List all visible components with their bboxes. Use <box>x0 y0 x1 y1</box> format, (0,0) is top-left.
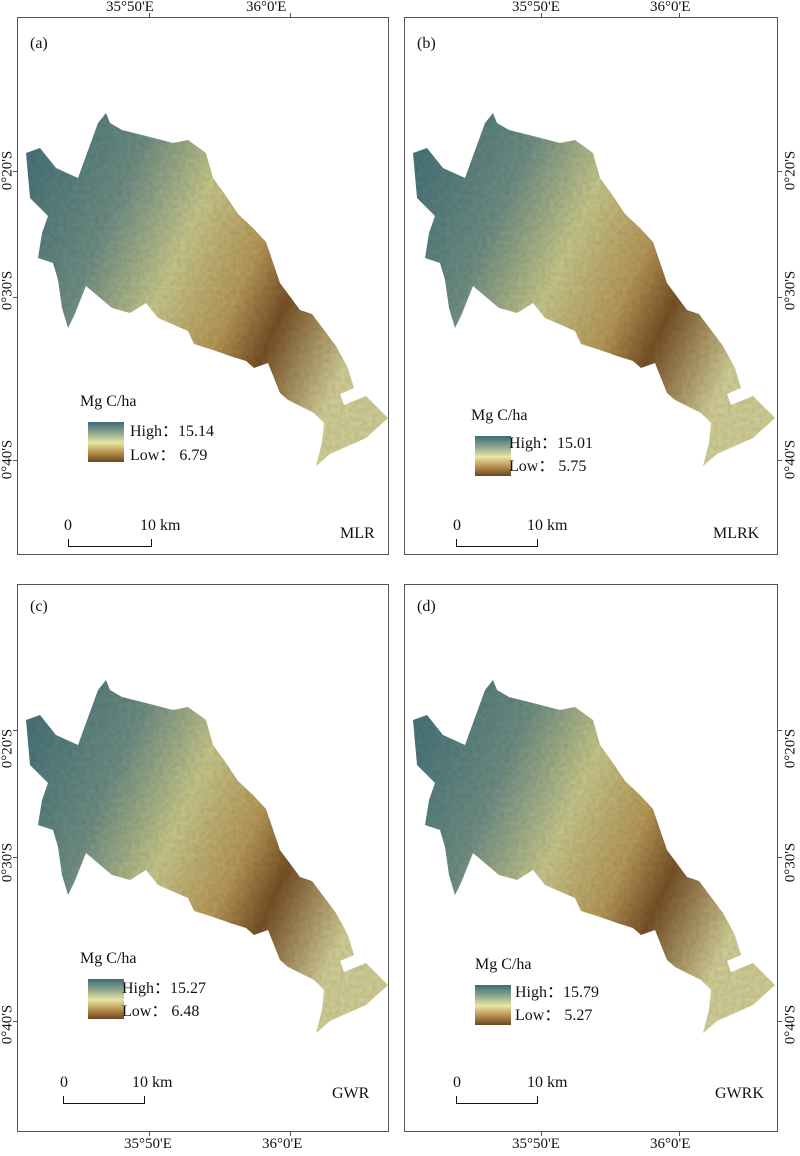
legend-high-label: High：15.14 <box>130 423 215 440</box>
top-lon-label-a-2: 36°0'E <box>246 0 287 15</box>
lat-label-right-d-3: 0°40'S <box>782 1004 799 1045</box>
legend-high-label: High：15.01 <box>509 435 594 452</box>
carbon-map-gwr <box>26 680 388 1033</box>
tick <box>13 1021 18 1022</box>
study-area-shape <box>413 113 775 466</box>
legend-color-ramp <box>88 422 124 462</box>
panel-tag: (d) <box>417 598 436 615</box>
lat-label-left-c-3: 0°40'S <box>0 1004 16 1045</box>
legend-title: Mg C/ha <box>471 407 528 424</box>
tick <box>679 13 680 18</box>
tick <box>13 297 18 298</box>
scale-zero-label: 0 <box>453 517 461 534</box>
bottom-lon-label-d-1: 35°50'E <box>512 1136 560 1152</box>
legend-title: Mg C/ha <box>80 393 137 410</box>
bottom-lon-label-c-1: 35°50'E <box>124 1136 172 1152</box>
scale-bar <box>456 1096 538 1104</box>
tick <box>777 297 782 298</box>
scale-end-label: 10 km <box>132 1074 173 1091</box>
legend-low-label: Low： 5.27 <box>515 1007 593 1024</box>
tick <box>149 1131 150 1136</box>
scale-end-label: 10 km <box>527 1074 568 1091</box>
top-lon-label-b-2: 36°0'E <box>650 0 691 15</box>
tick <box>777 1021 782 1022</box>
scale-bar <box>68 539 152 547</box>
map-panel-gwrk: (d) Mg C/ha High：15.79 Low： 5.27 0 10 km… <box>404 584 782 1136</box>
tick <box>541 13 542 18</box>
scale-bar <box>63 1096 145 1104</box>
panel-tag: (b) <box>417 35 436 52</box>
lat-label-right-d-1: 0°20'S <box>782 728 799 769</box>
legend-color-ramp <box>475 436 511 476</box>
model-label: MLR <box>340 525 375 542</box>
legend-title: Mg C/ha <box>80 950 137 967</box>
scale-zero-label: 0 <box>453 1074 461 1091</box>
tick <box>777 460 782 461</box>
tick <box>777 730 782 731</box>
top-lon-label-b-1: 35°50'E <box>512 0 560 15</box>
scale-end-label: 10 km <box>140 517 181 534</box>
legend-high-label: High：15.27 <box>122 980 207 997</box>
bottom-lon-label-d-2: 36°0'E <box>650 1136 691 1152</box>
legend-high-label: High：15.79 <box>515 984 600 1001</box>
model-label: MLRK <box>713 525 760 542</box>
tick <box>777 171 782 172</box>
model-label: GWR <box>332 1085 370 1102</box>
legend-title: Mg C/ha <box>475 956 532 973</box>
tick <box>679 1131 680 1136</box>
tick <box>777 857 782 858</box>
study-area-shape <box>26 113 388 466</box>
tick <box>13 857 18 858</box>
scale-end-label: 10 km <box>527 517 568 534</box>
lat-label-right-b-1: 0°20'S <box>782 150 799 191</box>
tick <box>290 1131 291 1136</box>
legend-low-label: Low： 5.75 <box>509 458 587 475</box>
lat-label-left-c-2: 0°30'S <box>0 842 16 883</box>
bottom-lon-label-c-2: 36°0'E <box>262 1136 303 1152</box>
lat-label-right-b-2: 0°30'S <box>782 270 799 311</box>
legend-low-label: Low： 6.48 <box>122 1003 200 1020</box>
lat-label-right-b-3: 0°40'S <box>782 439 799 480</box>
carbon-map-gwrk <box>413 680 775 1033</box>
map-panel-mlrk: (b) Mg C/ha High：15.01 Low： 5.75 0 10 km… <box>404 13 782 555</box>
legend-color-ramp <box>88 979 124 1019</box>
lat-label-right-d-2: 0°30'S <box>782 842 799 883</box>
study-area-shape <box>26 680 388 1033</box>
carbon-map-mlrk <box>413 113 775 466</box>
legend-color-ramp <box>475 985 511 1025</box>
tick <box>290 13 291 18</box>
scale-zero-label: 0 <box>64 517 72 534</box>
carbon-map-mlr <box>26 113 388 466</box>
study-area-shape <box>413 680 775 1033</box>
tick <box>13 460 18 461</box>
lat-label-left-a-2: 0°30'S <box>0 270 16 311</box>
tick <box>13 171 18 172</box>
panel-tag: (a) <box>30 35 48 52</box>
map-panel-mlr: (a) Mg C/ha High：15.14 Low： 6.79 0 10 km… <box>13 13 389 555</box>
lat-label-left-c-1: 0°20'S <box>0 728 16 769</box>
panel-tag: (c) <box>30 598 48 615</box>
map-panel-gwr: (c) Mg C/ha High：15.27 Low： 6.48 0 10 km… <box>13 584 389 1136</box>
top-lon-label-a-1: 35°50'E <box>106 0 154 15</box>
legend-low-label: Low： 6.79 <box>130 447 208 464</box>
tick <box>541 1131 542 1136</box>
tick <box>149 13 150 18</box>
model-label: GWRK <box>715 1085 764 1102</box>
scale-bar <box>456 539 538 547</box>
tick <box>13 730 18 731</box>
scale-zero-label: 0 <box>60 1074 68 1091</box>
